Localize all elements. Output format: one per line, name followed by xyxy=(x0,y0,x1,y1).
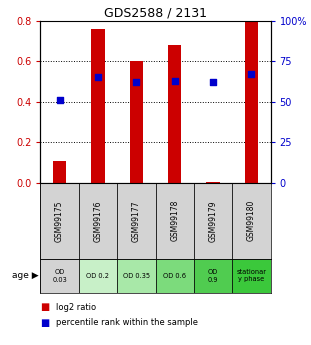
Bar xyxy=(53,160,66,183)
Point xyxy=(134,80,139,85)
Bar xyxy=(91,29,105,183)
Title: GDS2588 / 2131: GDS2588 / 2131 xyxy=(104,7,207,20)
Point xyxy=(172,78,177,83)
Text: GSM99180: GSM99180 xyxy=(247,200,256,242)
Text: GSM99177: GSM99177 xyxy=(132,200,141,242)
Bar xyxy=(117,183,156,259)
Text: GSM99176: GSM99176 xyxy=(94,200,102,242)
Text: OD 0.35: OD 0.35 xyxy=(123,273,150,279)
Text: GSM99175: GSM99175 xyxy=(55,200,64,242)
Point xyxy=(249,71,254,77)
Bar xyxy=(232,183,271,259)
Text: ■: ■ xyxy=(40,318,50,327)
Text: age ▶: age ▶ xyxy=(12,272,38,280)
Bar xyxy=(117,259,156,293)
Text: log2 ratio: log2 ratio xyxy=(56,303,96,312)
Bar xyxy=(232,259,271,293)
Bar xyxy=(156,259,194,293)
Text: OD 0.6: OD 0.6 xyxy=(163,273,186,279)
Bar xyxy=(130,61,143,183)
Bar xyxy=(79,259,117,293)
Point xyxy=(211,80,216,85)
Bar xyxy=(206,182,220,183)
Text: GSM99178: GSM99178 xyxy=(170,200,179,242)
Point xyxy=(57,97,62,103)
Text: percentile rank within the sample: percentile rank within the sample xyxy=(56,318,198,327)
Point xyxy=(95,75,100,80)
Bar xyxy=(194,183,232,259)
Bar xyxy=(245,21,258,183)
Bar xyxy=(168,45,181,183)
Text: ■: ■ xyxy=(40,302,50,312)
Text: GSM99179: GSM99179 xyxy=(209,200,217,242)
Text: OD 0.2: OD 0.2 xyxy=(86,273,109,279)
Bar xyxy=(79,183,117,259)
Bar xyxy=(156,183,194,259)
Bar xyxy=(194,259,232,293)
Text: stationar
y phase: stationar y phase xyxy=(236,269,267,283)
Bar xyxy=(40,183,79,259)
Text: OD
0.03: OD 0.03 xyxy=(52,269,67,283)
Bar xyxy=(40,259,79,293)
Text: OD
0.9: OD 0.9 xyxy=(208,269,218,283)
